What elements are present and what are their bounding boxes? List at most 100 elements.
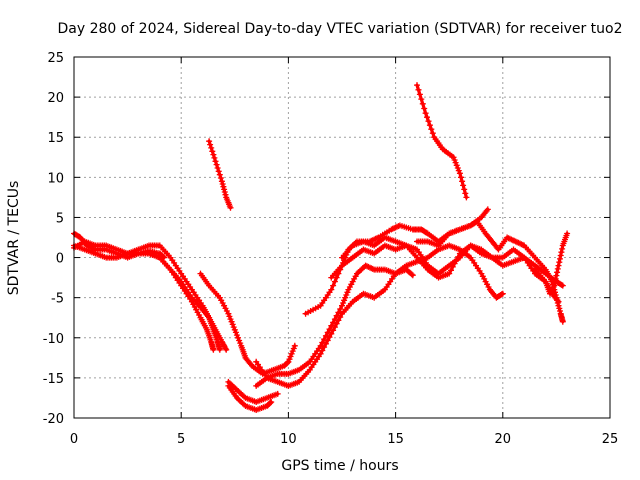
data-point-marker <box>230 324 237 331</box>
data-point-marker <box>415 86 422 93</box>
x-tick-label: 0 <box>70 432 78 447</box>
data-point-marker <box>232 329 239 336</box>
data-point-marker <box>342 294 349 301</box>
data-point-marker <box>552 275 559 282</box>
data-point-marker <box>317 350 324 357</box>
data-point-marker <box>319 347 326 354</box>
data-point-marker <box>425 118 432 125</box>
y-tick-label: 5 <box>56 211 64 226</box>
axis-ticks: 0 5 10 15 20 25 -20 -15 -10 -5 0 5 10 15 20 25 <box>43 51 619 447</box>
data-point-marker <box>557 252 564 259</box>
data-point-marker <box>219 181 226 187</box>
series-arc-14 <box>532 230 571 297</box>
data-point-marker <box>559 245 566 252</box>
data-point-marker <box>328 330 335 337</box>
x-tick-label: 10 <box>280 432 297 447</box>
data-point-marker <box>422 110 429 117</box>
data-point-marker <box>446 270 453 277</box>
data-point-marker <box>225 310 232 317</box>
data-point-marker <box>408 271 415 278</box>
data-point-marker <box>429 130 436 137</box>
data-point-marker <box>455 167 462 174</box>
data-point-marker <box>414 82 420 89</box>
data-point-marker <box>222 345 229 352</box>
data-point-marker <box>214 165 221 171</box>
data-point-marker <box>463 194 470 201</box>
series-arc-13 <box>414 218 566 325</box>
data-point-marker <box>499 290 506 297</box>
series-arc-7 <box>225 382 275 413</box>
data-point-marker <box>319 339 326 346</box>
data-point-marker <box>274 390 281 397</box>
data-point-marker <box>555 262 562 269</box>
data-point-marker <box>213 161 220 168</box>
data-point-marker <box>268 399 275 405</box>
data-point-marker <box>211 154 218 161</box>
data-point-marker <box>339 302 345 309</box>
data-point-marker <box>337 314 344 321</box>
data-point-marker <box>286 356 293 363</box>
data-point-marker <box>290 345 297 352</box>
data-point-marker <box>559 282 566 289</box>
data-point-marker <box>554 300 561 306</box>
data-point-marker <box>449 263 456 270</box>
data-point-marker <box>559 318 566 325</box>
data-point-marker <box>229 321 236 328</box>
data-point-marker <box>344 289 351 296</box>
data-point-marker <box>221 189 228 195</box>
y-tick-label: -10 <box>43 332 64 347</box>
data-point-marker <box>335 309 342 316</box>
data-point-marker <box>451 260 458 267</box>
data-point-marker <box>321 336 328 343</box>
series-arc-10 <box>302 206 491 317</box>
x-tick-label: 25 <box>602 432 619 447</box>
x-axis-label: GPS time / hours <box>281 458 398 474</box>
data-point-marker <box>461 186 468 193</box>
data-point-marker <box>450 154 457 161</box>
data-point-marker <box>226 313 233 320</box>
data-point-marker <box>331 278 338 285</box>
data-point-marker <box>322 340 329 347</box>
data-point-marker <box>210 151 217 158</box>
data-point-marker <box>554 269 561 276</box>
data-point-marker <box>330 327 337 334</box>
data-point-marker <box>458 174 464 181</box>
data-point-marker <box>459 178 466 185</box>
data-point-marker <box>228 318 235 325</box>
data-point-marker <box>217 175 224 181</box>
data-point-marker <box>555 302 562 309</box>
data-point-marker <box>460 182 467 189</box>
data-point-marker <box>428 126 435 133</box>
data-point-marker <box>284 359 291 366</box>
data-point-marker <box>317 342 324 349</box>
data-point-marker <box>462 190 469 197</box>
grid <box>74 57 610 418</box>
series-line <box>415 83 468 199</box>
x-tick-label: 5 <box>177 432 185 447</box>
data-point-marker <box>333 320 340 327</box>
data-point-marker <box>328 286 335 293</box>
y-tick-label: -15 <box>43 372 64 387</box>
series-arc-3 <box>71 242 223 353</box>
y-tick-label: 10 <box>47 171 64 186</box>
data-point-marker <box>207 141 214 148</box>
data-point-marker <box>426 122 433 129</box>
y-axis-label: SDTVAR / TECUs <box>6 181 22 296</box>
data-point-marker <box>324 329 331 336</box>
data-point-marker <box>455 253 462 260</box>
plot-frame <box>73 56 611 419</box>
x-tick-label: 15 <box>387 432 404 447</box>
data-point-marker <box>552 279 558 286</box>
y-tick-label: 0 <box>56 252 64 267</box>
data-point-marker <box>212 158 219 165</box>
data-point-marker <box>452 159 459 166</box>
data-point-marker <box>223 346 230 353</box>
data-point-marker <box>218 178 225 185</box>
data-point-marker <box>416 91 423 98</box>
data-point-marker <box>326 326 333 333</box>
data-point-marker <box>333 274 340 281</box>
series-arc-15 <box>206 138 234 211</box>
data-point-marker <box>453 162 460 169</box>
data-point-marker <box>291 342 298 349</box>
